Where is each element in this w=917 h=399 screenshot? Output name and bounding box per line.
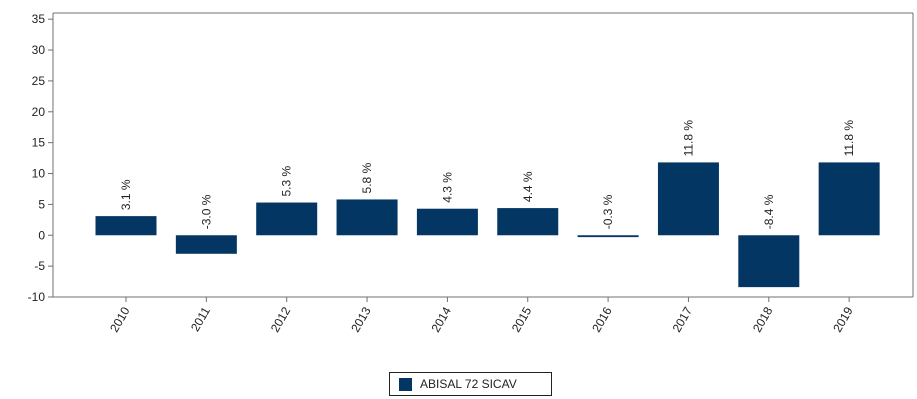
y-tick-label: -5 [34,259,45,273]
y-tick-label: -10 [28,290,46,304]
bar [818,162,880,236]
x-tick-label: 2018 [750,304,776,334]
y-tick-label: 25 [32,74,46,88]
bar [497,208,559,236]
y-tick-label: 35 [32,12,46,26]
bar [175,235,237,254]
x-tick-label: 2011 [188,304,213,334]
bar [336,199,398,236]
x-tick-label: 2019 [830,304,856,334]
legend: ABISAL 72 SICAV [389,372,552,396]
data-label: 4.3 % [440,172,454,203]
y-tick-label: 10 [32,167,46,181]
x-tick-label: 2013 [348,304,374,334]
y-tick-label: 30 [32,43,46,57]
x-tick-label: 2015 [509,304,535,334]
x-tick-label: 2012 [268,304,294,334]
data-label: 11.8 % [681,120,695,157]
y-tick-label: 15 [32,136,46,150]
data-label: 11.8 % [842,120,856,157]
bar [95,216,157,236]
bar [256,202,318,236]
bar [416,208,478,236]
data-label: 5.8 % [360,162,374,193]
x-tick-label: 2014 [429,304,455,334]
data-label: 4.4 % [521,171,535,202]
x-tick-label: 2016 [589,304,615,334]
data-label: 5.3 % [280,166,294,197]
x-tick-label: 2017 [670,304,696,334]
data-label: -8.4 % [762,194,776,229]
bar [657,162,719,236]
data-label: -3.0 % [199,194,213,229]
y-axis: 35 30 25 20 15 10 5 0 -5 -10 [28,12,53,304]
bar [577,235,639,238]
data-label: -0.3 % [601,194,615,229]
x-axis: 2010 2011 2012 2013 2014 2015 2016 2017 2018 2019 [107,297,856,335]
bar [738,235,800,288]
legend-label: ABISAL 72 SICAV [420,377,517,391]
x-tick-label: 2010 [107,304,133,334]
data-label: 3.1 % [119,179,133,210]
legend-swatch [399,377,412,391]
y-tick-label: 0 [38,228,45,242]
y-tick-label: 5 [38,197,45,211]
y-tick-label: 20 [32,105,46,119]
bar-series: 3.1 % -3.0 % 5.3 % 5.8 % 4.3 % 4.4 % -0.3 % 11.… [95,120,880,288]
plot-frame [52,12,914,298]
